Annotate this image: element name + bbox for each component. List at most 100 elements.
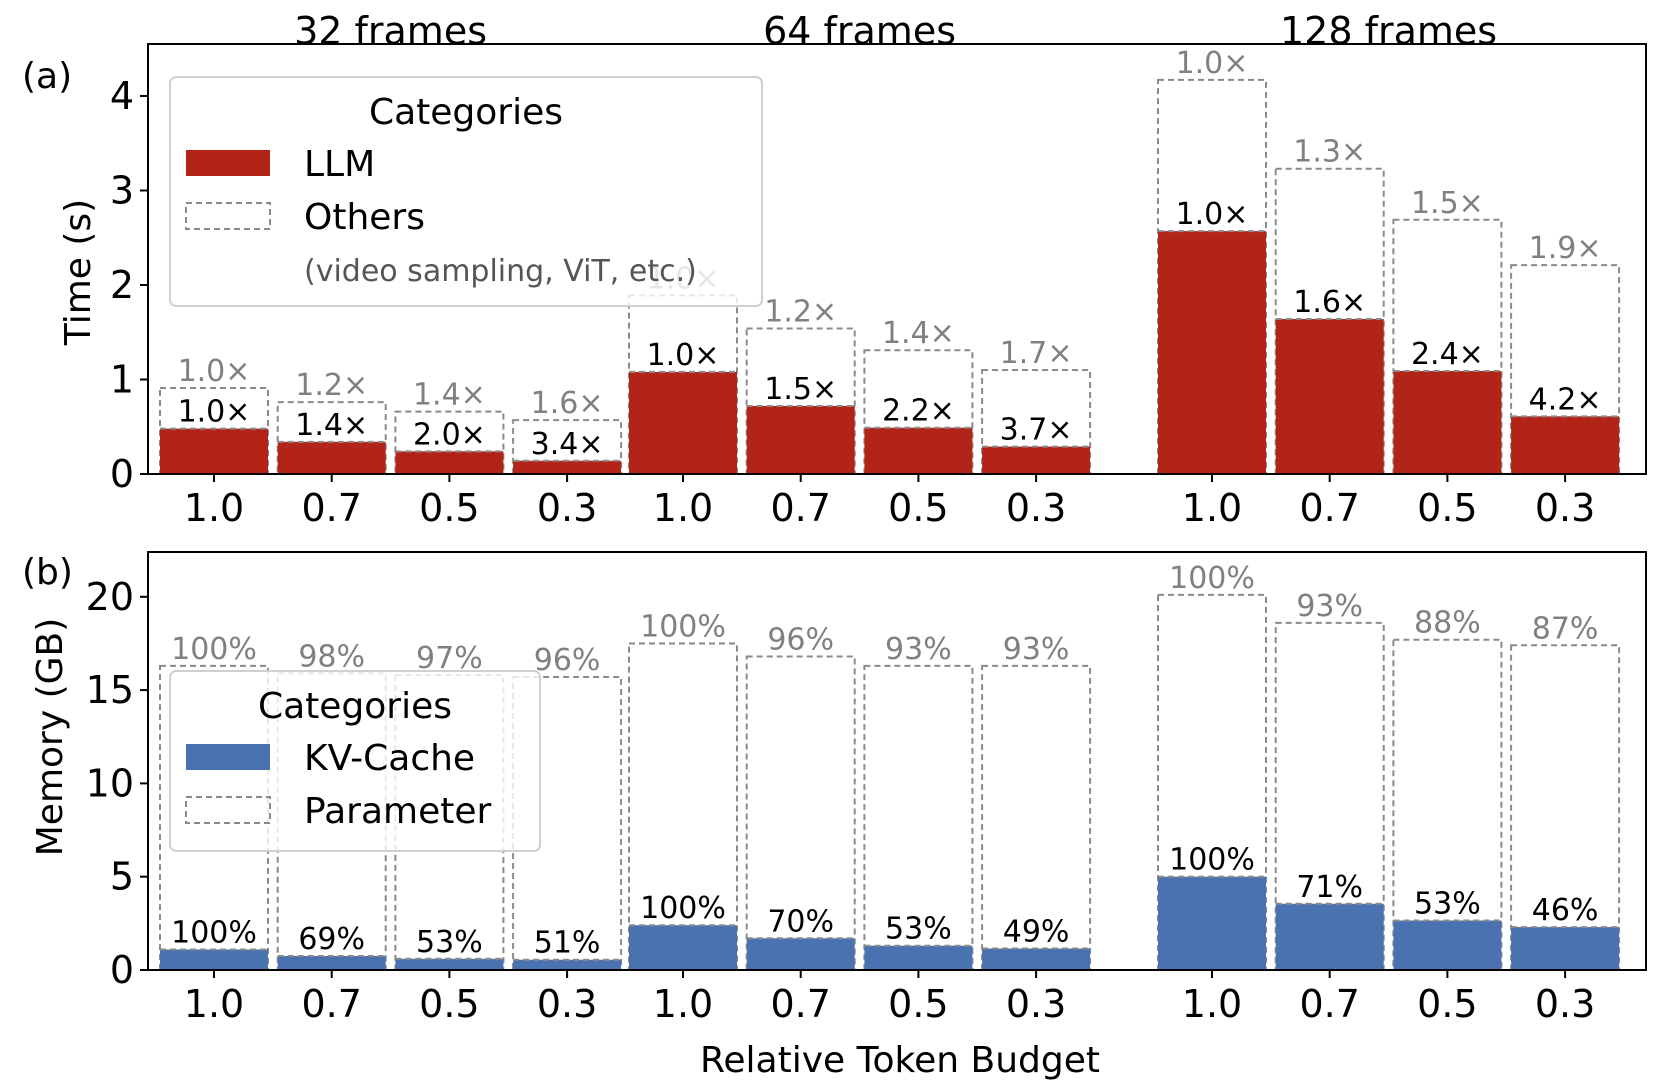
filled-bar-label: 51% bbox=[534, 926, 601, 961]
filled-bar-label: 2.4× bbox=[1411, 337, 1484, 372]
y-tick-label: 15 bbox=[86, 668, 134, 712]
legend: Categories KV-Cache Parameter bbox=[169, 670, 541, 852]
filled-bar bbox=[1393, 920, 1502, 970]
group-title: 32 frames bbox=[294, 9, 487, 53]
legend-swatch-dashed bbox=[185, 796, 271, 824]
filled-bar-label: 1.0× bbox=[178, 395, 251, 430]
filled-bar bbox=[277, 956, 386, 970]
filled-bar bbox=[513, 959, 622, 970]
x-tick-label: 1.0 bbox=[1182, 982, 1242, 1026]
outline-bar-label: 1.3× bbox=[1293, 135, 1366, 170]
outline-bar-label: 93% bbox=[1296, 589, 1363, 624]
legend-swatch-filled bbox=[186, 744, 270, 770]
x-tick-label: 0.5 bbox=[1417, 486, 1477, 530]
x-tick-label: 1.0 bbox=[1182, 486, 1242, 530]
group-titles: 32 frames 64 frames 128 frames bbox=[294, 9, 1497, 53]
filled-bar-label: 1.4× bbox=[295, 408, 368, 443]
outline-bar bbox=[1157, 593, 1267, 971]
filled-bar-label: 70% bbox=[767, 904, 834, 939]
outline-bar-label: 100% bbox=[171, 632, 257, 667]
outline-bar bbox=[745, 327, 856, 476]
x-tick-label: 0.5 bbox=[1417, 982, 1477, 1026]
memory-y-axis-label: Memory (GB) bbox=[30, 618, 71, 857]
filled-bar-label: 4.2× bbox=[1529, 382, 1602, 417]
outline-bar-label: 93% bbox=[885, 632, 952, 667]
y-tick-label: 3 bbox=[110, 168, 134, 212]
filled-bar bbox=[746, 938, 855, 970]
legend-entry-label: Parameter bbox=[304, 791, 491, 832]
y-tick-label: 10 bbox=[86, 761, 134, 805]
x-tick-label: 0.3 bbox=[1535, 982, 1595, 1026]
x-tick-label: 1.0 bbox=[653, 982, 713, 1026]
filled-bar-label: 46% bbox=[1532, 893, 1599, 928]
outline-bar bbox=[628, 642, 738, 971]
outline-bar-label: 1.0× bbox=[1176, 46, 1249, 81]
x-tick-label: 0.3 bbox=[1006, 486, 1066, 530]
filled-bar-label: 53% bbox=[1414, 887, 1481, 922]
bars: 100%100%98%69%97%53%96%51%100%100%96%70%… bbox=[159, 561, 1621, 972]
filled-bar bbox=[1393, 370, 1502, 474]
bars: 1.0× 1.0× 1.2× 1.4× 1.4× 2.0× 1.6× 3.4× 1.0× 1.0×… bbox=[159, 46, 1621, 476]
legend-box bbox=[169, 670, 541, 852]
x-tick-label: 0.3 bbox=[1535, 486, 1595, 530]
filled-bar bbox=[982, 948, 1091, 970]
x-tick-label: 0.7 bbox=[1299, 486, 1359, 530]
outline-bar-label: 1.2× bbox=[295, 368, 368, 403]
legend-swatch-filled bbox=[186, 150, 270, 176]
y-tick-label: 2 bbox=[110, 263, 134, 307]
outline-bar-label: 1.0× bbox=[178, 354, 251, 389]
filled-bar-label: 53% bbox=[885, 912, 952, 947]
outline-bar-label: 96% bbox=[767, 623, 834, 658]
filled-bar bbox=[160, 949, 268, 970]
outline-bar bbox=[1510, 644, 1621, 972]
x-tick-label: 0.7 bbox=[301, 486, 361, 530]
outline-bar-label: 1.6× bbox=[531, 386, 604, 421]
y-tick-label: 0 bbox=[110, 452, 134, 496]
outline-bar-label: 1.9× bbox=[1529, 231, 1602, 266]
filled-bar-label: 3.7× bbox=[1000, 413, 1073, 448]
x-tick-label: 0.5 bbox=[888, 982, 948, 1026]
outline-bar-label: 1.5× bbox=[1411, 186, 1484, 221]
filled-bar-label: 1.5× bbox=[764, 372, 837, 407]
panel-a-label: (a) bbox=[22, 56, 72, 97]
filled-bar-label: 1.0× bbox=[647, 338, 720, 373]
filled-bar-label: 53% bbox=[416, 925, 483, 960]
memory-chart-panel: (b) Memory (GB) 100%100%98%69%97%53%96%5… bbox=[22, 551, 1647, 1026]
filled-bar-label: 2.0× bbox=[413, 417, 486, 452]
outline-bar-label: 100% bbox=[640, 609, 726, 644]
y-tick-label: 20 bbox=[86, 575, 134, 619]
filled-bar bbox=[746, 405, 855, 474]
x-tick-label: 0.5 bbox=[419, 486, 479, 530]
x-tick-label: 0.7 bbox=[1299, 982, 1359, 1026]
x-tick-label: 0.7 bbox=[770, 982, 830, 1026]
x-tick-label: 1.0 bbox=[653, 486, 713, 530]
legend-entry-label: Others bbox=[304, 197, 425, 238]
time-y-axis-label: Time (s) bbox=[58, 199, 99, 346]
legend-title: Categories bbox=[258, 686, 452, 727]
filled-bar bbox=[629, 925, 737, 970]
filled-bar bbox=[629, 371, 737, 474]
legend-note: (video sampling, ViT, etc.) bbox=[304, 254, 697, 289]
y-tick-label: 4 bbox=[110, 74, 134, 118]
x-tick-label: 0.3 bbox=[537, 486, 597, 530]
filled-bar bbox=[1158, 876, 1266, 970]
outline-bar bbox=[1392, 218, 1503, 475]
outline-bar bbox=[863, 664, 974, 972]
x-tick-label: 0.3 bbox=[537, 982, 597, 1026]
filled-bar bbox=[1275, 903, 1384, 970]
outline-bar-label: 1.4× bbox=[882, 316, 955, 351]
x-tick-label: 0.5 bbox=[419, 982, 479, 1026]
axes-frame bbox=[147, 43, 1647, 475]
filled-bar bbox=[277, 441, 386, 474]
legend-entry-label: KV-Cache bbox=[304, 738, 475, 779]
filled-bar-label: 1.0× bbox=[1176, 197, 1249, 232]
filled-bar bbox=[513, 460, 622, 474]
filled-bar bbox=[864, 427, 973, 474]
filled-bar bbox=[864, 945, 973, 970]
y-tick-label: 1 bbox=[110, 357, 134, 401]
outline-bar-label: 1.2× bbox=[764, 294, 837, 329]
y-tick-label: 0 bbox=[110, 948, 134, 992]
filled-bar-label: 1.6× bbox=[1293, 285, 1366, 320]
filled-bar-label: 69% bbox=[298, 922, 365, 957]
